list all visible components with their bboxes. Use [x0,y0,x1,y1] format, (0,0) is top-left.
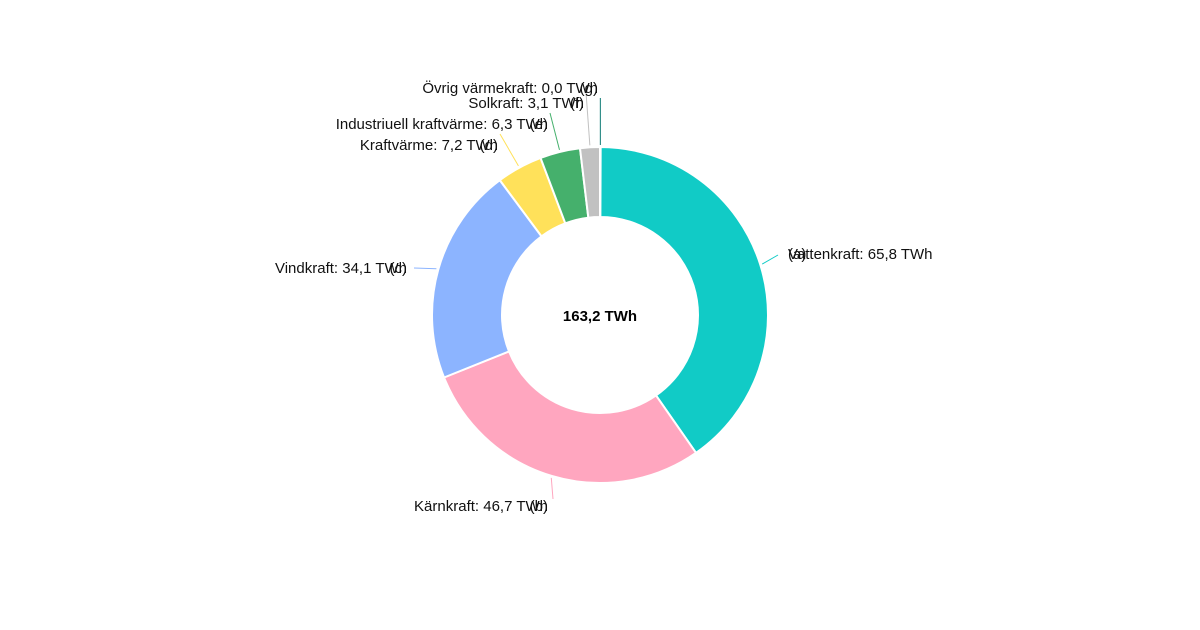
label-kraftvarme: Kraftvärme: 7,2 TWh [360,137,498,154]
connector-vattenkraft [761,254,779,265]
label-vindkraft: Vindkraft: 34,1 TWh [275,260,407,277]
labels-group: Vattenkraft: 65,8 TWh(a) Kärnkraft: 46,7 … [275,79,933,515]
connector-industriuell-kraftvarme [549,112,560,151]
slice-vattenkraft[interactable] [599,145,769,455]
tag-vindkraft: (c) [390,260,408,277]
label-vattenkraft: Vattenkraft: 65,8 TWh [788,246,933,263]
slice-karnkraft[interactable] [442,350,698,484]
connector-vindkraft [413,267,437,270]
connectors-group [413,91,779,500]
slices-group [431,145,769,484]
label-karnkraft: Kärnkraft: 46,7 TWh [414,498,548,515]
connector-karnkraft [550,477,554,500]
tag-kraftvarme: (d) [480,137,498,154]
tag-karnkraft: (b) [530,498,548,515]
label-industriuell-kraftvarme: Industriuell kraftvärme: 6,3 TWh [336,116,548,133]
tag-solkraft: (f) [570,95,584,112]
slice-ovrig-varmekraft[interactable] [599,145,602,219]
label-solkraft: Solkraft: 3,1 TWh [468,95,584,112]
connector-kraftvarme [499,133,519,167]
tag-industriuell-kraftvarme: (e) [530,116,548,133]
label-ovrig-varmekraft: Övrig värmekraft: 0,0 TWh [422,79,598,97]
total-label: 163,2 TWh [563,308,637,325]
tag-vattenkraft: (a) [788,246,806,263]
tag-ovrig-varmekraft: (g) [580,80,598,97]
slice-vindkraft[interactable] [431,178,543,379]
connector-solkraft [585,91,591,146]
